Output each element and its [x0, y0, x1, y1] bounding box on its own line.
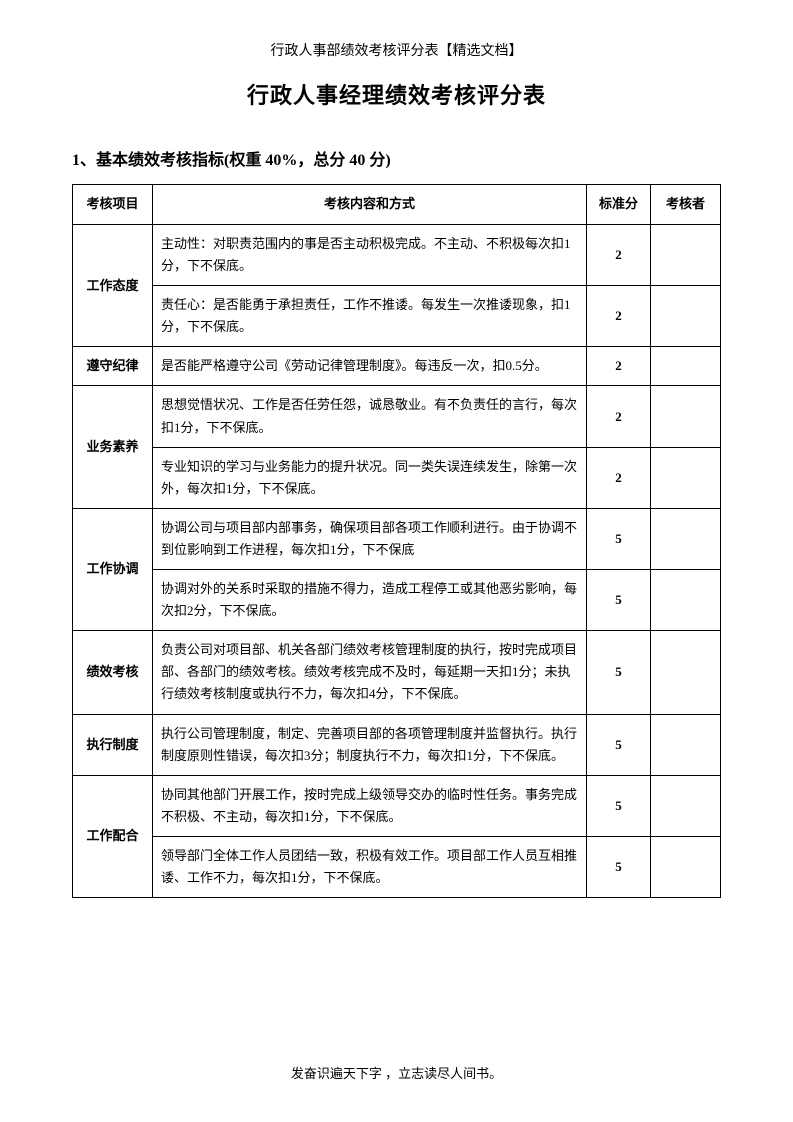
- table-row: 遵守纪律是否能严格遵守公司《劳动记律管理制度》。每违反一次，扣0.5分。2: [73, 347, 721, 386]
- header-score: 标准分: [587, 185, 651, 225]
- table-row: 责任心：是否能勇于承担责任，工作不推诿。每发生一次推诿现象，扣1分，下不保底。2: [73, 286, 721, 347]
- cell-examiner: [651, 836, 721, 897]
- cell-score: 5: [587, 836, 651, 897]
- table-row: 工作配合协同其他部门开展工作，按时完成上级领导交办的临时性任务。事务完成不积极、…: [73, 775, 721, 836]
- table-header-row: 考核项目 考核内容和方式 标准分 考核者: [73, 185, 721, 225]
- table-row: 领导部门全体工作人员团结一致，积极有效工作。项目部工作人员互相推诿、工作不力，每…: [73, 836, 721, 897]
- cell-item: 工作态度: [73, 225, 153, 347]
- cell-item: 业务素养: [73, 386, 153, 508]
- cell-score: 5: [587, 631, 651, 714]
- performance-table: 考核项目 考核内容和方式 标准分 考核者 工作态度主动性：对职责范围内的事是否主…: [72, 184, 721, 898]
- section-title: 1、基本绩效考核指标(权重 40%，总分 40 分): [72, 146, 721, 170]
- table-row: 专业知识的学习与业务能力的提升状况。同一类失误连续发生，除第一次外，每次扣1分，…: [73, 447, 721, 508]
- cell-content: 协调对外的关系时采取的措施不得力，造成工程停工或其他恶劣影响，每次扣2分，下不保…: [153, 570, 587, 631]
- cell-content: 是否能严格遵守公司《劳动记律管理制度》。每违反一次，扣0.5分。: [153, 347, 587, 386]
- cell-item: 遵守纪律: [73, 347, 153, 386]
- cell-score: 2: [587, 225, 651, 286]
- cell-examiner: [651, 447, 721, 508]
- cell-examiner: [651, 714, 721, 775]
- cell-content: 主动性：对职责范围内的事是否主动积极完成。不主动、不积极每次扣1分，下不保底。: [153, 225, 587, 286]
- header-note: 行政人事部绩效考核评分表【精选文档】: [72, 40, 721, 60]
- header-content: 考核内容和方式: [153, 185, 587, 225]
- table-row: 工作协调协调公司与项目部内部事务，确保项目部各项工作顺利进行。由于协调不到位影响…: [73, 508, 721, 569]
- cell-score: 2: [587, 386, 651, 447]
- cell-score: 5: [587, 508, 651, 569]
- cell-examiner: [651, 386, 721, 447]
- cell-score: 5: [587, 775, 651, 836]
- cell-content: 负责公司对项目部、机关各部门绩效考核管理制度的执行，按时完成项目部、各部门的绩效…: [153, 631, 587, 714]
- main-title: 行政人事经理绩效考核评分表: [72, 78, 721, 110]
- cell-content: 协调公司与项目部内部事务，确保项目部各项工作顺利进行。由于协调不到位影响到工作进…: [153, 508, 587, 569]
- cell-score: 2: [587, 286, 651, 347]
- table-row: 绩效考核负责公司对项目部、机关各部门绩效考核管理制度的执行，按时完成项目部、各部…: [73, 631, 721, 714]
- cell-examiner: [651, 286, 721, 347]
- cell-item: 工作协调: [73, 508, 153, 630]
- header-examiner: 考核者: [651, 185, 721, 225]
- cell-examiner: [651, 570, 721, 631]
- cell-examiner: [651, 631, 721, 714]
- cell-examiner: [651, 347, 721, 386]
- cell-score: 5: [587, 714, 651, 775]
- cell-content: 领导部门全体工作人员团结一致，积极有效工作。项目部工作人员互相推诿、工作不力，每…: [153, 836, 587, 897]
- footer-note: 发奋识遍天下字 ，立志读尽人间书。: [0, 1063, 793, 1082]
- cell-examiner: [651, 775, 721, 836]
- cell-content: 责任心：是否能勇于承担责任，工作不推诿。每发生一次推诿现象，扣1分，下不保底。: [153, 286, 587, 347]
- table-row: 协调对外的关系时采取的措施不得力，造成工程停工或其他恶劣影响，每次扣2分，下不保…: [73, 570, 721, 631]
- table-row: 业务素养思想觉悟状况、工作是否任劳任怨，诚恳敬业。有不负责任的言行，每次扣1分，…: [73, 386, 721, 447]
- cell-content: 思想觉悟状况、工作是否任劳任怨，诚恳敬业。有不负责任的言行，每次扣1分，下不保底…: [153, 386, 587, 447]
- cell-score: 2: [587, 347, 651, 386]
- table-row: 执行制度执行公司管理制度，制定、完善项目部的各项管理制度并监督执行。执行制度原则…: [73, 714, 721, 775]
- header-item: 考核项目: [73, 185, 153, 225]
- cell-content: 执行公司管理制度，制定、完善项目部的各项管理制度并监督执行。执行制度原则性错误，…: [153, 714, 587, 775]
- cell-score: 5: [587, 570, 651, 631]
- cell-content: 协同其他部门开展工作，按时完成上级领导交办的临时性任务。事务完成不积极、不主动，…: [153, 775, 587, 836]
- cell-item: 工作配合: [73, 775, 153, 897]
- cell-item: 执行制度: [73, 714, 153, 775]
- table-row: 工作态度主动性：对职责范围内的事是否主动积极完成。不主动、不积极每次扣1分，下不…: [73, 225, 721, 286]
- cell-content: 专业知识的学习与业务能力的提升状况。同一类失误连续发生，除第一次外，每次扣1分，…: [153, 447, 587, 508]
- cell-item: 绩效考核: [73, 631, 153, 714]
- cell-score: 2: [587, 447, 651, 508]
- cell-examiner: [651, 508, 721, 569]
- cell-examiner: [651, 225, 721, 286]
